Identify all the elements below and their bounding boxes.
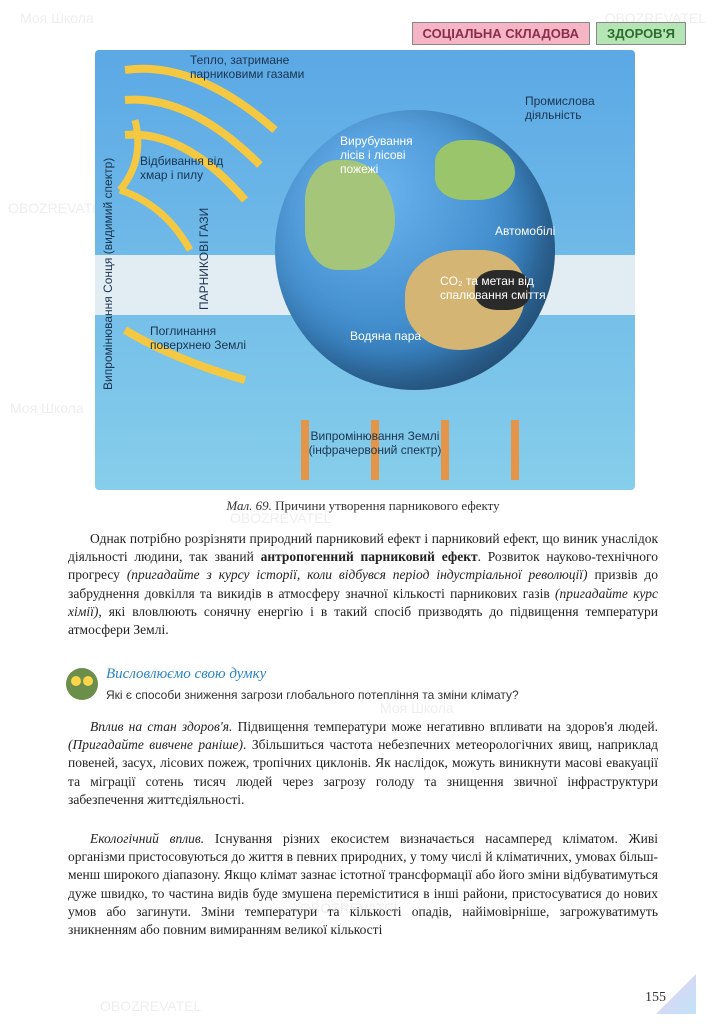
header-red-label: СОЦІАЛЬНА СКЛАДОВА [412, 22, 591, 45]
label-absorption: Поглинання поверхнею Землі [150, 325, 260, 353]
label-sun-radiation: Випромінювання Сонця (видимий спектр) [101, 130, 115, 390]
owl-icon [66, 668, 98, 700]
paragraph-3: Екологічний вплив. Існування різних екос… [68, 830, 658, 939]
watermark: Моя Школа [380, 700, 454, 716]
caption-prefix: Мал. 69. [226, 498, 272, 513]
opinion-title: Висловлюємо свою думку [106, 666, 266, 683]
label-greenhouse-gases: ПАРНИКОВІ ГАЗИ [197, 200, 211, 310]
continent-shape [435, 140, 515, 200]
caption-text: Причини утворення парникового ефекту [272, 498, 500, 513]
header-green-label: ЗДОРОВ'Я [596, 22, 686, 45]
paragraph-2: Вплив на стан здоров'я. Підвищення темпе… [68, 718, 658, 809]
label-earth-radiation: Випромінювання Землі (інфрачервоний спек… [275, 430, 475, 458]
greenhouse-diagram: Тепло, затримане парниковими газами Пром… [95, 50, 635, 490]
paragraph-1: Однак потрібно розрізняти природний парн… [68, 530, 658, 639]
label-reflection: Відбивання від хмар і пилу [140, 155, 240, 183]
label-industrial: Промислова діяльність [525, 95, 615, 123]
watermark: Моя Школа [20, 10, 94, 26]
figure-caption: Мал. 69. Причини утворення парникового е… [0, 498, 726, 514]
section-header: СОЦІАЛЬНА СКЛАДОВА ЗДОРОВ'Я [412, 22, 686, 45]
watermark: OBOZREVATEL [100, 998, 201, 1014]
page-number: 155 [645, 990, 666, 1006]
label-co2: CO₂ та метан від спалювання сміття [440, 275, 570, 303]
label-vapor: Водяна пара [350, 330, 421, 344]
opinion-question: Які є способи зниження загрози глобально… [106, 688, 519, 702]
continent-shape [305, 160, 395, 270]
watermark: Моя Школа [10, 400, 84, 416]
label-cars: Автомобілі [495, 225, 555, 239]
label-heat-trapped: Тепло, затримане парниковими газами [190, 54, 320, 82]
label-deforestation: Вирубування лісів і лісові пожежі [340, 135, 440, 176]
